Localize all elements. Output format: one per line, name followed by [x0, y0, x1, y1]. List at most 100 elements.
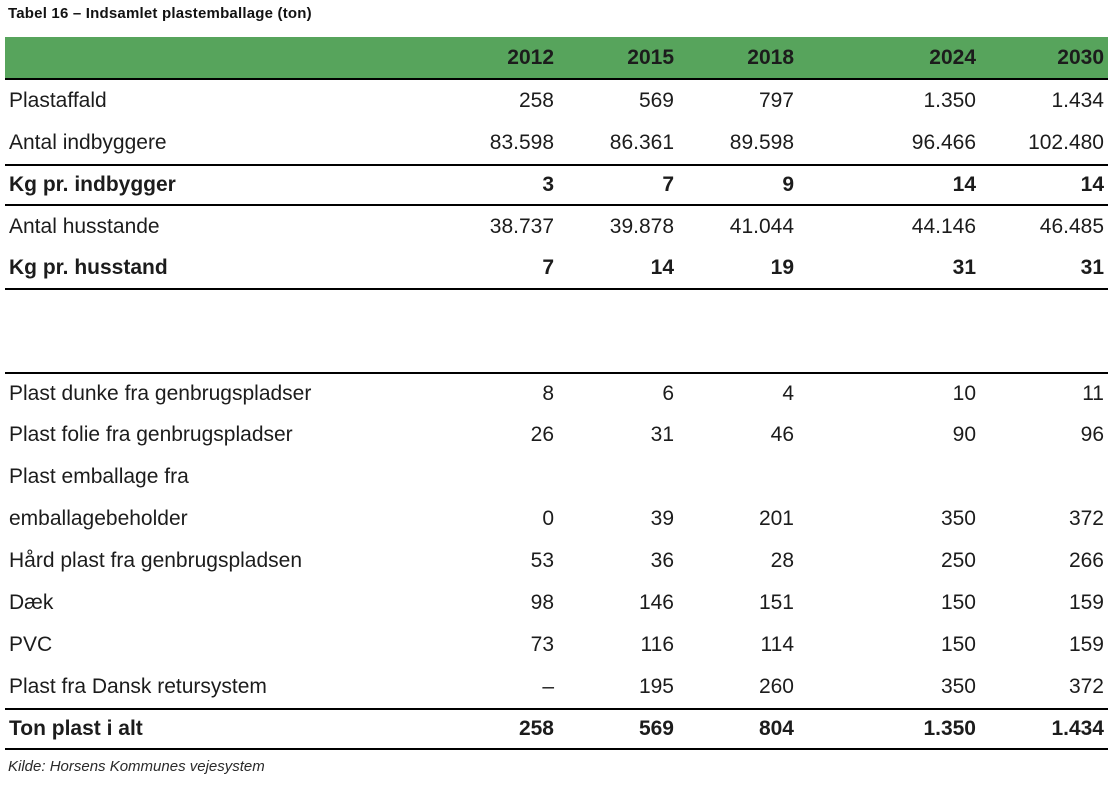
year-header-2012: 2012: [507, 45, 554, 69]
table-row-plastaffald: Plastaffald 258 569 797 1.350 1.434: [5, 80, 1108, 122]
value-cell: 266: [1068, 549, 1104, 572]
value-cell: 569: [638, 717, 674, 740]
value-cell: 46.485: [1039, 215, 1104, 238]
value-cell: 53: [530, 549, 554, 572]
source-note: Kilde: Horsens Kommunes vejesystem: [8, 758, 265, 775]
value-cell: 44.146: [911, 215, 976, 238]
value-cell: 7: [662, 173, 674, 196]
table-row-plast-folie: Plast folie fra genbrugspladser 26 31 46…: [5, 414, 1108, 456]
value-cell: 150: [940, 633, 976, 656]
value-cell: 38.737: [489, 215, 554, 238]
value-cell: 86.361: [609, 131, 674, 154]
row-label: Antal indbyggere: [9, 131, 167, 154]
value-cell: 28: [770, 549, 794, 572]
value-cell: 146: [638, 591, 674, 614]
table-row-kg-pr-husstand: Kg pr. husstand 7 14 19 31 31: [5, 248, 1108, 290]
value-cell: 6: [662, 382, 674, 405]
row-label: Plast dunke fra genbrugspladser: [9, 382, 312, 405]
value-cell: 1.434: [1051, 89, 1104, 112]
value-cell: 96: [1080, 423, 1104, 446]
value-cell: 0: [542, 507, 554, 530]
value-cell: 4: [782, 382, 794, 405]
value-cell: 96.466: [911, 131, 976, 154]
row-label: Kg pr. indbygger: [9, 173, 176, 196]
page-title: Tabel 16 – Indsamlet plastemballage (ton…: [8, 5, 312, 22]
year-header-2024: 2024: [929, 45, 976, 69]
table-row-plast-dunke: Plast dunke fra genbrugspladser 8 6 4 10…: [5, 372, 1108, 414]
table-row-dansk-retursystem: Plast fra Dansk retursystem – 195 260 35…: [5, 666, 1108, 708]
value-cell: 258: [518, 89, 554, 112]
row-label: Kg pr. husstand: [9, 256, 168, 279]
data-table: 2012 2015 2018 2024 2030 Plastaffald 258…: [5, 37, 1108, 750]
value-cell: 83.598: [489, 131, 554, 154]
value-cell: 350: [940, 507, 976, 530]
value-cell: 36: [650, 549, 674, 572]
value-cell: 151: [758, 591, 794, 614]
value-cell: 31: [1080, 256, 1104, 279]
year-header-2015: 2015: [627, 45, 674, 69]
value-cell: 250: [940, 549, 976, 572]
value-cell: 39.878: [609, 215, 674, 238]
value-cell: 159: [1068, 591, 1104, 614]
value-cell: 46: [770, 423, 794, 446]
value-cell: 41.044: [729, 215, 794, 238]
value-cell: 98: [530, 591, 554, 614]
value-cell: 569: [638, 89, 674, 112]
row-label: Dæk: [9, 591, 54, 614]
table-row-antal-husstande: Antal husstande 38.737 39.878 41.044 44.…: [5, 206, 1108, 248]
value-cell: 31: [952, 256, 976, 279]
value-cell: 19: [770, 256, 794, 279]
value-cell: 1.350: [923, 717, 976, 740]
value-cell: 73: [530, 633, 554, 656]
year-header-2018: 2018: [747, 45, 794, 69]
value-cell: 39: [650, 507, 674, 530]
value-cell: 14: [650, 256, 674, 279]
value-cell: 9: [782, 173, 794, 196]
value-cell: 31: [650, 423, 674, 446]
table-row-ton-plast-i-alt: Ton plast i alt 258 569 804 1.350 1.434: [5, 708, 1108, 750]
value-cell: 116: [640, 633, 674, 656]
table-row-plast-emballage: Plast emballage fra emballagebeholder 0 …: [5, 456, 1108, 540]
row-label: Plastaffald: [9, 89, 107, 112]
value-cell: 195: [638, 675, 674, 698]
value-cell: 201: [758, 507, 794, 530]
value-cell: 797: [758, 89, 794, 112]
value-cell: 14: [1080, 173, 1104, 196]
table-row-haard-plast: Hård plast fra genbrugspladsen 53 36 28 …: [5, 540, 1108, 582]
value-cell: 114: [760, 633, 794, 656]
value-cell: 89.598: [729, 131, 794, 154]
value-cell: 260: [758, 675, 794, 698]
row-label: Antal husstande: [9, 215, 160, 238]
value-cell: 14: [952, 173, 976, 196]
table-row-daek: Dæk 98 146 151 150 159: [5, 582, 1108, 624]
value-cell: 1.434: [1051, 717, 1104, 740]
value-cell: 150: [940, 591, 976, 614]
value-cell: 1.350: [923, 89, 976, 112]
row-label: PVC: [9, 633, 53, 656]
value-cell: 804: [758, 717, 794, 740]
year-header-2030: 2030: [1057, 45, 1104, 69]
row-label: Plast fra Dansk retursystem: [9, 675, 267, 698]
value-cell: 7: [542, 256, 554, 279]
value-cell: 350: [940, 675, 976, 698]
row-label: Ton plast i alt: [9, 717, 143, 740]
value-cell: 372: [1068, 507, 1104, 530]
table-row-kg-pr-indbygger: Kg pr. indbygger 3 7 9 14 14: [5, 164, 1108, 206]
table-row-pvc: PVC 73 116 114 150 159: [5, 624, 1108, 666]
section-gap: [5, 290, 1108, 372]
table-header-row: 2012 2015 2018 2024 2030: [5, 37, 1108, 80]
value-cell: –: [542, 675, 554, 698]
row-label: Plast emballage fra emballagebeholder: [9, 465, 189, 530]
value-cell: 159: [1068, 633, 1104, 656]
value-cell: 258: [518, 717, 554, 740]
value-cell: 26: [530, 423, 554, 446]
value-cell: 8: [542, 382, 554, 405]
value-cell: 102.480: [1028, 131, 1104, 154]
table-row-antal-indbyggere: Antal indbyggere 83.598 86.361 89.598 96…: [5, 122, 1108, 164]
value-cell: 11: [1082, 382, 1104, 405]
row-label: Hård plast fra genbrugspladsen: [9, 549, 303, 572]
value-cell: 372: [1068, 675, 1104, 698]
value-cell: 10: [952, 382, 976, 405]
row-label: Plast folie fra genbrugspladser: [9, 423, 293, 446]
value-cell: 3: [542, 173, 554, 196]
